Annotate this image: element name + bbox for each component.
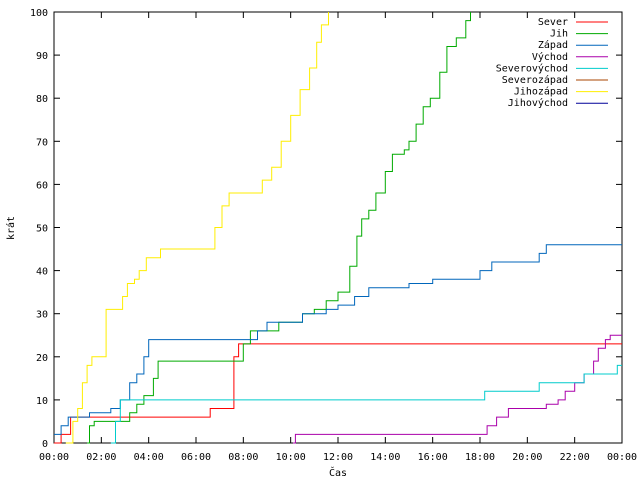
legend-label: Jihovýchod [508,97,568,109]
y-tick-label: 80 [36,94,48,105]
y-tick-label: 100 [30,8,48,19]
y-tick-label: 60 [36,180,48,191]
x-axis-label: Čas [329,466,347,479]
series-line-západ [54,244,622,435]
series-line-sever [54,343,622,444]
legend-label: Východ [532,51,568,63]
series-line-jih [87,12,471,444]
y-tick-label: 30 [36,310,48,321]
y-tick-label: 10 [36,396,48,407]
series-line-severovýchod [110,364,622,444]
x-tick-label: 12:00 [323,452,353,463]
x-tick-label: 22:00 [560,452,590,463]
y-tick-label: 40 [36,267,48,278]
x-tick-label: 00:00 [39,452,69,463]
x-tick-label: 16:00 [418,452,448,463]
x-tick-label: 18:00 [465,452,495,463]
y-tick-label: 20 [36,353,48,364]
legend-label: Severozápad [502,74,568,86]
series-line-východ [293,334,622,444]
x-tick-label: 14:00 [370,452,400,463]
x-tick-label: 10:00 [276,452,306,463]
legend-label: Západ [538,39,568,51]
series-lines [54,12,622,444]
y-tick-label: 90 [36,51,48,62]
y-tick-label: 70 [36,137,48,148]
x-tick-label: 00:00 [607,452,637,463]
series-line-jihozápad [65,12,329,444]
axes: 00:00 02:00 04:00 06:00 08:00 10:00 12:00 14:00… [30,8,637,463]
x-tick-label: 20:00 [512,452,542,463]
legend-label: Jihozápad [514,86,568,98]
legend-label: Jih [550,29,568,40]
x-tick-label: 06:00 [181,452,211,463]
x-tick-label: 02:00 [86,452,116,463]
y-tick-label: 0 [42,439,48,450]
y-axis-label: krát [5,216,17,240]
legend-label: Sever [538,17,568,28]
legend-label: Severovýchod [496,62,568,74]
legend: SeverJihZápadVýchodSeverovýchodSeverozáp… [496,17,608,109]
y-tick-label: 50 [36,224,48,235]
x-tick-label: 04:00 [134,452,164,463]
x-tick-label: 08:00 [228,452,258,463]
